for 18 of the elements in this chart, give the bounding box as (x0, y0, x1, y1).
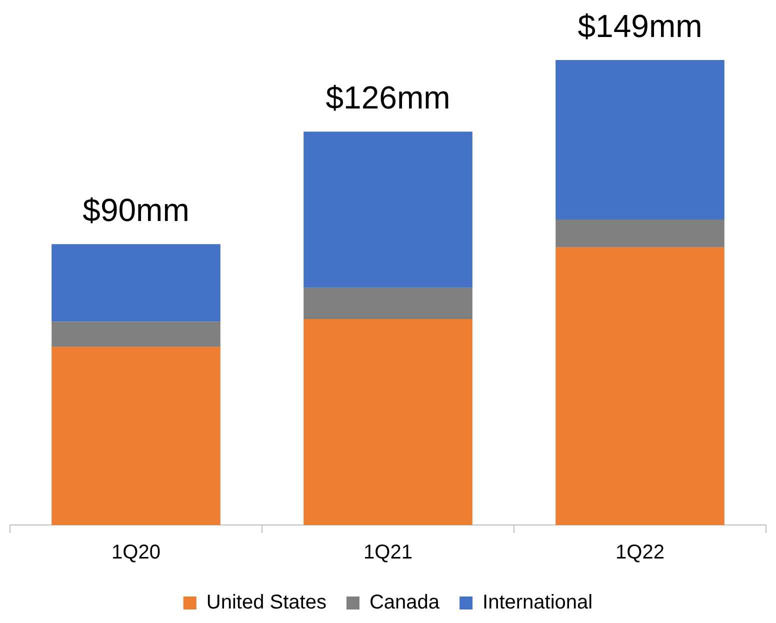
annotation: $149mm (578, 8, 702, 44)
annotation: $126mm (326, 79, 450, 116)
bar (556, 60, 724, 220)
bar (304, 319, 472, 525)
bar (52, 244, 220, 322)
x-tick-label: 1Q21 (364, 542, 412, 564)
bar (556, 219, 724, 248)
bar (52, 346, 220, 525)
bar (304, 288, 472, 320)
legend-label: Canada (369, 592, 440, 614)
bar (304, 132, 472, 288)
x-tick-label: 1Q20 (112, 542, 160, 564)
bar (52, 322, 220, 347)
annotation: $90mm (82, 192, 190, 228)
bar (556, 247, 724, 525)
legend-label: International (482, 592, 593, 614)
legend-label: United States (206, 592, 326, 614)
x-tick-label: 1Q22 (616, 542, 664, 564)
